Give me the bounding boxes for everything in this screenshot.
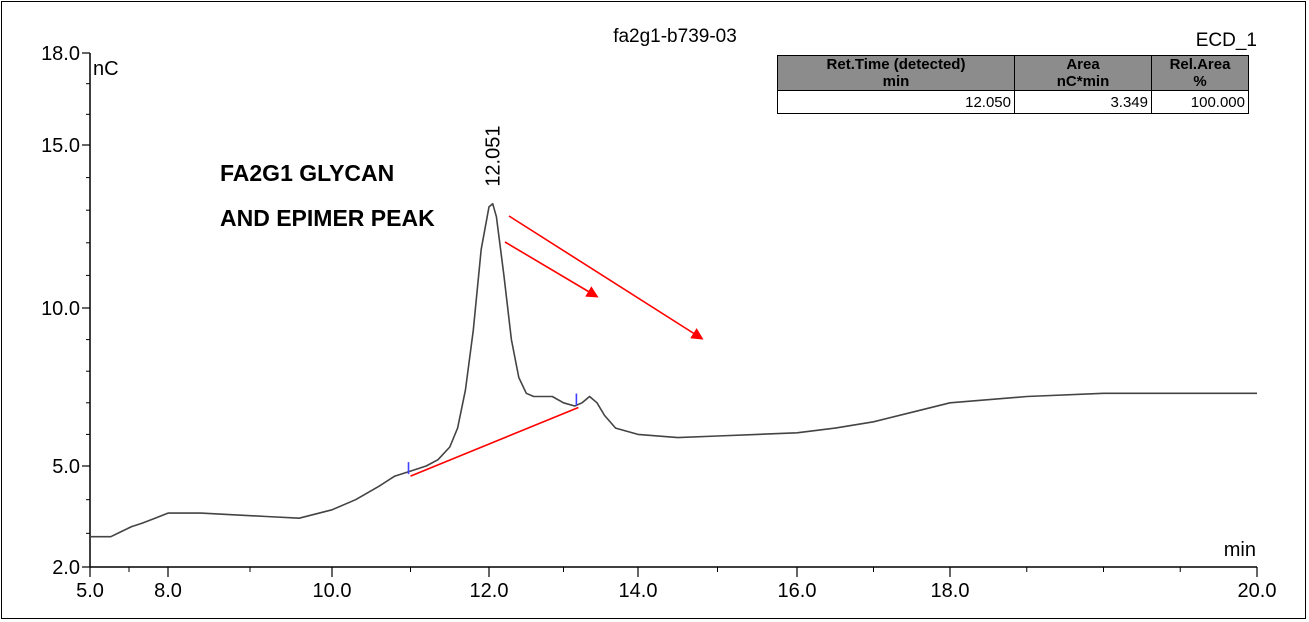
cell-area: 3.349 — [1014, 90, 1152, 114]
plot-area — [90, 202, 1257, 538]
header-rel-area: Rel.Area % — [1151, 55, 1249, 91]
header-area-unit: nC*min — [1056, 73, 1110, 90]
header-rel-area-label: Rel.Area — [1169, 56, 1231, 73]
x-tick-label: 10.0 — [313, 580, 352, 602]
table-row: 12.050 3.349 100.000 — [777, 90, 1249, 114]
y-tick-label: 10.0 — [41, 298, 80, 320]
x-tick-label: 12.0 — [470, 580, 509, 602]
axes — [89, 53, 1257, 568]
peak-label: 12.051 — [483, 126, 505, 187]
annotation-line-1: FA2G1 GLYCAN — [220, 160, 394, 186]
x-tick-label: 14.0 — [619, 580, 658, 602]
x-tick-label: 8.0 — [154, 580, 182, 602]
chart-title: fa2g1-b739-03 — [613, 26, 737, 47]
cell-ret-time: 12.050 — [777, 90, 1015, 114]
integration-baseline — [410, 406, 579, 477]
header-ret-time: Ret.Time (detected) min — [777, 55, 1015, 91]
results-header-row: Ret.Time (detected) min Area nC*min Rel.… — [777, 55, 1249, 91]
header-ret-time-label: Ret.Time (detected) — [826, 56, 966, 73]
annotation-arrow-1 — [508, 215, 704, 340]
y-tick-label: 18.0 — [41, 43, 80, 65]
ticks: 5.0 8.0 10.0 12.0 14.0 16.0 18.0 20.02.05.010.0… — [41, 43, 1276, 602]
x-axis-unit: min — [1224, 539, 1256, 561]
x-tick-label: 16.0 — [778, 580, 817, 602]
x-tick-label: 18.0 — [931, 580, 970, 602]
header-ret-time-unit: min — [882, 73, 910, 90]
header-rel-area-unit: % — [1193, 73, 1207, 90]
y-tick-label: 5.0 — [52, 456, 80, 478]
x-tick-label: 5.0 — [76, 580, 104, 602]
channel-label: ECD_1 — [1196, 30, 1257, 51]
annotation-arrow-2 — [504, 241, 599, 298]
y-tick-label: 15.0 — [41, 135, 80, 157]
results-table: Ret.Time (detected) min Area nC*min Rel.… — [777, 55, 1249, 114]
annotation-line-2: AND EPIMER PEAK — [220, 205, 435, 231]
x-tick-label: 20.0 — [1238, 580, 1277, 602]
series-line-0 — [90, 202, 1257, 538]
header-area: Area nC*min — [1014, 55, 1152, 91]
cell-rel-area: 100.000 — [1151, 90, 1249, 114]
y-tick-label: 2.0 — [52, 557, 80, 579]
y-axis-unit: nC — [93, 58, 119, 80]
header-area-label: Area — [1066, 56, 1100, 73]
